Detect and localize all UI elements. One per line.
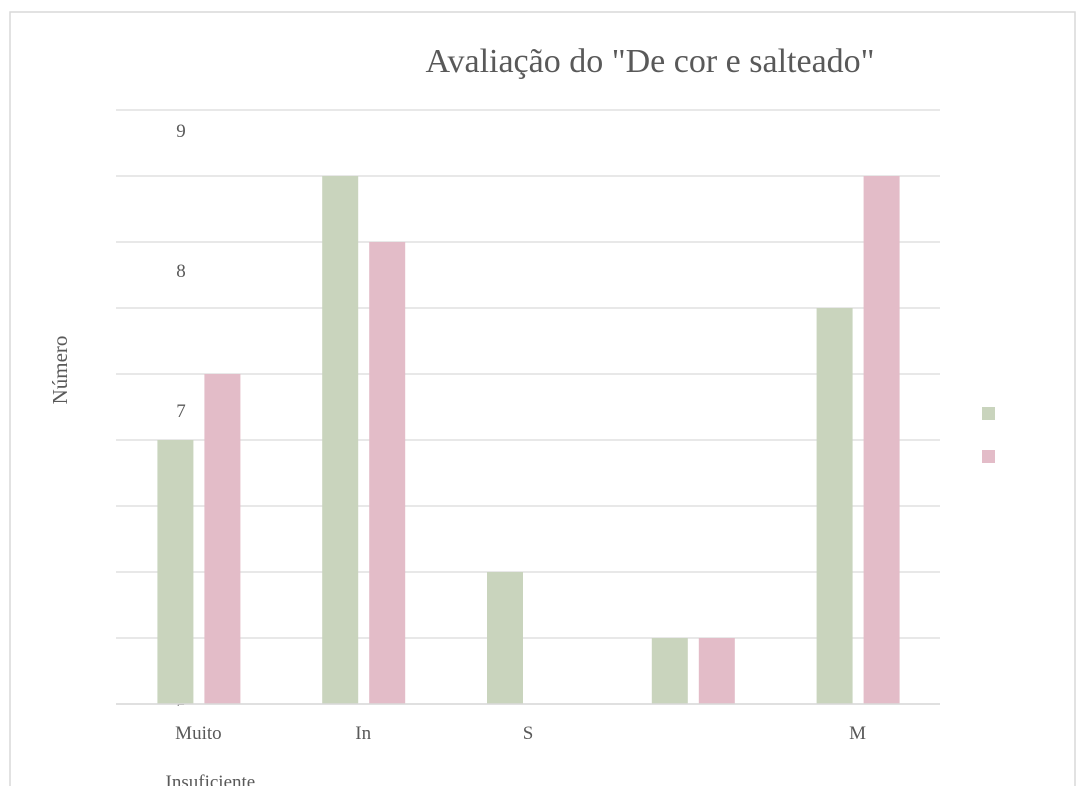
- bar: [204, 374, 241, 704]
- bar: [698, 638, 735, 704]
- y-tick-label: 7: [176, 401, 186, 422]
- x-tick-label: S: [523, 723, 534, 744]
- bar: [157, 440, 194, 704]
- y-tick-label: 9: [176, 121, 186, 142]
- bar: [322, 176, 359, 704]
- x-tick-label: M: [849, 723, 866, 744]
- chart-frame: [9, 11, 1076, 786]
- chart-title: Avaliação do "De cor e salteado": [425, 43, 874, 80]
- x-tick-label: Muito: [175, 723, 221, 744]
- bar: [369, 242, 406, 704]
- bar: [816, 308, 853, 704]
- legend-swatch: [982, 407, 995, 420]
- legend-swatch: [982, 450, 995, 463]
- y-axis-label: Número: [48, 336, 72, 405]
- x-tick-label-overflow: Insuficiente: [166, 772, 256, 786]
- y-tick-label: 8: [176, 261, 186, 282]
- x-tick-label: In: [355, 723, 371, 744]
- bar: [863, 176, 900, 704]
- bar: [651, 638, 688, 704]
- bar: [487, 572, 523, 704]
